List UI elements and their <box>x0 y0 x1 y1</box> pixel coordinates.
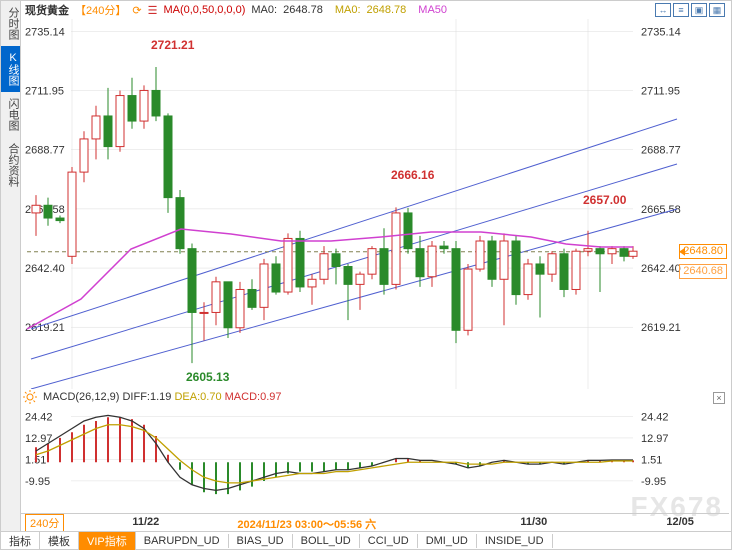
chart-icon[interactable]: ☰ <box>148 4 158 17</box>
indicator-tab[interactable]: BOLL_UD <box>293 534 360 548</box>
indicator-tab[interactable]: VIP指标 <box>79 532 136 550</box>
period-label: 【240分】 <box>75 2 126 18</box>
svg-text:-9.95: -9.95 <box>641 476 666 488</box>
toolbar-tool-icon[interactable]: ▣ <box>691 3 707 17</box>
sidebar-item[interactable]: K线图 <box>1 46 20 92</box>
svg-text:2642.40: 2642.40 <box>641 263 681 275</box>
macd-chart[interactable]: 24.4224.4212.9712.971.511.51-9.95-9.95 <box>21 391 729 511</box>
time-axis-bar: 240分 11/22 2024/11/23 03:00～05:56 六 11/30 1… <box>21 513 729 531</box>
indicator-tabs: 指标模板VIP指标BARUPDN_UDBIAS_UDBOLL_UDCCI_UDD… <box>1 531 731 549</box>
svg-text:24.42: 24.42 <box>25 411 53 423</box>
ma-params: MA(0,0,50,0,0,0) <box>163 4 245 16</box>
price-tag: 2648.80 <box>679 244 727 259</box>
svg-text:1.51: 1.51 <box>641 454 662 466</box>
ma0b-label: MA0:2648.78 <box>335 4 412 16</box>
sidebar-item[interactable]: 闪电图 <box>1 92 20 137</box>
x-axis-label: 11/30 <box>520 516 547 528</box>
svg-text:2619.21: 2619.21 <box>641 322 681 334</box>
price-tag: 2640.68 <box>679 264 727 279</box>
sidebar: 分时图K线图闪电图合约资料 <box>1 1 21 531</box>
x-axis-label: 11/22 <box>132 516 159 528</box>
x-axis-label: 12/05 <box>666 516 694 528</box>
ma0-label: MA0:2648.78 <box>251 4 328 16</box>
indicator-tab[interactable]: 模板 <box>40 532 79 550</box>
indicator-tab[interactable]: CCI_UD <box>360 534 418 548</box>
ma50-label: MA50 <box>418 4 447 16</box>
svg-text:2688.77: 2688.77 <box>25 145 65 157</box>
svg-text:2642.40: 2642.40 <box>25 263 65 275</box>
svg-text:2605.13: 2605.13 <box>186 370 230 384</box>
svg-text:2666.16: 2666.16 <box>391 168 435 182</box>
svg-text:12.97: 12.97 <box>641 433 669 445</box>
svg-text:2735.14: 2735.14 <box>641 26 681 38</box>
svg-text:2711.95: 2711.95 <box>25 86 64 98</box>
svg-text:2688.77: 2688.77 <box>641 145 681 157</box>
indicator-tab[interactable]: BARUPDN_UD <box>136 534 229 548</box>
svg-text:2657.00: 2657.00 <box>583 193 627 207</box>
period-badge[interactable]: 240分 <box>25 514 64 532</box>
sidebar-item[interactable]: 分时图 <box>1 1 20 46</box>
x-axis-label: 2024/11/23 03:00～05:56 六 <box>237 516 376 532</box>
svg-text:2721.21: 2721.21 <box>151 38 195 52</box>
indicator-tab[interactable]: 指标 <box>1 532 40 550</box>
title-bar: 现货黄金 【240分】 ⟳ ☰ MA(0,0,50,0,0,0) MA0:264… <box>21 1 729 19</box>
price-chart[interactable]: 2735.14 2735.14 2711.95 2711.95 2688.77 2688.… <box>21 19 729 389</box>
indicator-tab[interactable]: INSIDE_UD <box>477 534 553 548</box>
svg-text:2711.95: 2711.95 <box>641 86 680 98</box>
svg-text:-9.95: -9.95 <box>25 476 50 488</box>
toolbar-tools: ↔≡▣▦ <box>655 3 725 17</box>
indicator-tab[interactable]: DMI_UD <box>418 534 477 548</box>
svg-text:24.42: 24.42 <box>641 411 669 423</box>
toolbar-tool-icon[interactable]: ↔ <box>655 3 671 17</box>
toolbar-tool-icon[interactable]: ≡ <box>673 3 689 17</box>
indicator-tab[interactable]: BIAS_UD <box>229 534 293 548</box>
refresh-icon[interactable]: ⟳ <box>132 4 141 17</box>
toolbar-tool-icon[interactable]: ▦ <box>709 3 725 17</box>
svg-text:2735.14: 2735.14 <box>25 26 65 38</box>
sidebar-item[interactable]: 合约资料 <box>1 137 20 193</box>
product-name: 现货黄金 <box>25 2 69 18</box>
